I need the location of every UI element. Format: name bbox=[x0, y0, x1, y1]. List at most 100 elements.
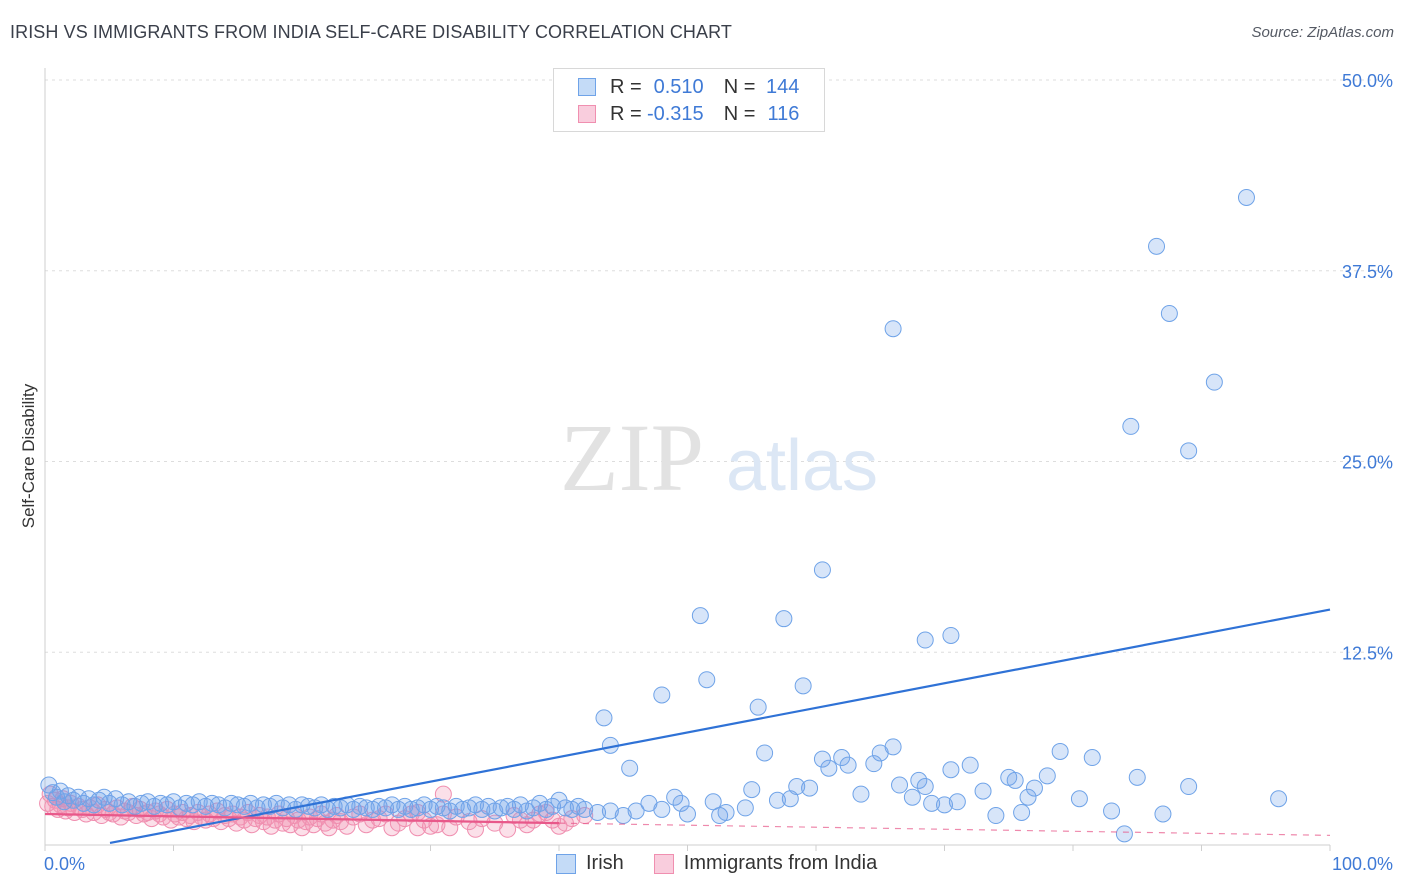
irish-point bbox=[653, 800, 671, 818]
chart-title: IRISH VS IMMIGRANTS FROM INDIA SELF-CARE… bbox=[10, 22, 733, 42]
irish-point bbox=[1180, 778, 1198, 796]
legend-r-value-irish: 0.510 bbox=[653, 75, 704, 98]
india-trend-line bbox=[44, 812, 560, 825]
grid-lines bbox=[45, 79, 1392, 653]
irish-point bbox=[698, 671, 716, 689]
india-point bbox=[338, 817, 356, 835]
india-trend-line-extension bbox=[558, 822, 1331, 836]
irish-point bbox=[165, 793, 182, 811]
legend-n-label: N = bbox=[723, 102, 756, 125]
irish-point bbox=[1154, 805, 1172, 823]
irish-point bbox=[775, 610, 793, 628]
irish-point bbox=[621, 759, 639, 777]
x-tick-label-max: 100.0% bbox=[1332, 854, 1393, 874]
legend-swatch-india bbox=[653, 853, 674, 874]
irish-point bbox=[974, 782, 992, 800]
irish-point bbox=[1115, 825, 1133, 843]
trend-lines bbox=[44, 608, 1331, 845]
irish-point bbox=[942, 626, 960, 644]
irish-point bbox=[589, 803, 607, 821]
irish-point bbox=[132, 794, 150, 812]
y-tick-labels: 12.5% 25.0% 37.5% 50.0% bbox=[1342, 71, 1393, 663]
legend-swatch-india bbox=[578, 105, 596, 123]
y-axis-label: Self-Care Disability bbox=[19, 383, 38, 528]
irish-point bbox=[788, 778, 806, 796]
irish-point bbox=[627, 802, 645, 820]
irish-point bbox=[428, 797, 446, 815]
legend-row-india: R = -0.315 N = 116 bbox=[578, 101, 799, 127]
irish-point bbox=[229, 796, 247, 814]
irish-point bbox=[672, 794, 690, 812]
irish-point bbox=[903, 788, 921, 806]
legend-swatch-irish bbox=[556, 853, 576, 874]
irish-point bbox=[1205, 373, 1223, 391]
irish-point bbox=[736, 799, 754, 817]
irish-point bbox=[107, 790, 125, 808]
india-point bbox=[441, 819, 459, 837]
irish-point bbox=[1083, 749, 1101, 767]
irish-point bbox=[90, 791, 108, 809]
x-tick-label-min: 0.0% bbox=[44, 854, 85, 874]
irish-point bbox=[325, 797, 343, 815]
irish-point bbox=[152, 794, 170, 812]
watermark-atlas: atlas bbox=[726, 426, 878, 506]
irish-point bbox=[653, 686, 671, 704]
irish-point bbox=[454, 800, 472, 818]
irish-point bbox=[717, 803, 735, 821]
irish-point bbox=[794, 677, 812, 695]
irish-point bbox=[1025, 779, 1043, 797]
axes bbox=[44, 68, 1331, 851]
irish-point bbox=[1180, 442, 1198, 460]
irish-point bbox=[370, 797, 388, 815]
watermark-zip: ZIP bbox=[560, 404, 704, 511]
irish-point bbox=[749, 698, 767, 716]
irish-point bbox=[743, 781, 761, 799]
legend-n-value-india: 116 bbox=[767, 102, 800, 125]
irish-point bbox=[756, 744, 774, 762]
india-point bbox=[422, 817, 439, 835]
irish-point bbox=[544, 797, 562, 815]
correlation-legend: R = 0.510 N = 144 R = -0.315 N = 116 bbox=[553, 68, 825, 132]
irish-point bbox=[601, 802, 619, 820]
irish-point bbox=[1006, 771, 1024, 789]
irish-point bbox=[595, 709, 613, 727]
india-point bbox=[524, 811, 542, 829]
irish-point bbox=[492, 799, 510, 817]
irish-point bbox=[987, 807, 1005, 825]
legend-label-irish: Irish bbox=[586, 852, 624, 874]
irish-point bbox=[813, 561, 831, 579]
irish-point bbox=[910, 771, 928, 789]
legend-swatch-irish bbox=[578, 78, 596, 96]
irish-point bbox=[177, 794, 195, 812]
y-tick-label: 50.0% bbox=[1342, 71, 1393, 91]
legend-r-label: R = bbox=[610, 102, 642, 125]
y-tick-label: 37.5% bbox=[1342, 262, 1393, 282]
irish-point bbox=[884, 738, 902, 756]
irish-point bbox=[1019, 788, 1037, 806]
irish-point bbox=[357, 799, 375, 817]
legend-label-india: Immigrants from India bbox=[683, 852, 878, 874]
legend-n-label: N = bbox=[723, 75, 756, 98]
legend-item-india[interactable]: Immigrants from India bbox=[653, 852, 878, 875]
irish-point bbox=[511, 796, 529, 814]
irish-point bbox=[556, 799, 574, 817]
irish-point bbox=[1038, 767, 1056, 785]
irish-point bbox=[1051, 742, 1069, 760]
india-point bbox=[409, 819, 427, 837]
irish-point bbox=[1270, 790, 1288, 808]
source-label: Source: ZipAtlas.com bbox=[1251, 24, 1394, 41]
irish-point bbox=[704, 793, 722, 811]
irish-point bbox=[1128, 768, 1146, 786]
irish-point bbox=[1148, 237, 1166, 255]
irish-point bbox=[576, 800, 594, 818]
legend-item-irish[interactable]: Irish bbox=[556, 852, 624, 875]
y-tick-label: 12.5% bbox=[1342, 643, 1393, 663]
irish-point bbox=[891, 776, 909, 794]
irish-point bbox=[852, 785, 870, 803]
irish-point bbox=[1070, 790, 1088, 808]
irish-point bbox=[948, 793, 966, 811]
legend-row-irish: R = 0.510 N = 144 bbox=[578, 74, 799, 100]
irish-point bbox=[820, 759, 838, 777]
series-irish-points bbox=[40, 189, 1288, 843]
